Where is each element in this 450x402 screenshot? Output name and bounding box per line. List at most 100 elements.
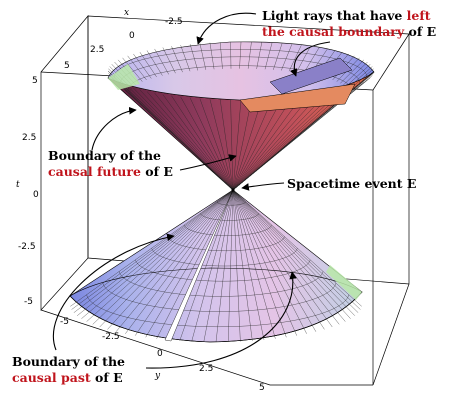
mesh-line [342,300,346,304]
mesh-line [141,267,146,270]
mesh-line [282,237,285,240]
mesh-line [315,277,319,281]
x-axis: x -2.5 0 2.5 5 [64,8,183,71]
mesh-line [244,279,252,281]
mesh-line [284,289,292,291]
mesh-line [296,268,301,271]
mesh-line [209,99,234,191]
mesh-line [189,97,234,191]
mesh-line [151,248,153,250]
mesh-line [322,55,330,58]
mesh-line [254,248,259,250]
mesh-line [302,60,311,62]
mesh-line [277,290,285,293]
mesh-line [257,214,259,216]
mesh-line [311,279,316,283]
mesh-line [274,66,283,68]
mesh-line [266,245,270,247]
mesh-line [363,70,366,73]
mesh-line [286,255,290,258]
annotation-spacetime-event: Spacetime event E [287,176,416,191]
mesh-line [176,243,180,245]
mesh-line [307,315,316,318]
y-tick-label: -5 [60,317,69,327]
mesh-line [154,72,161,75]
t-tick-label: 2.5 [22,133,36,143]
mesh-line [180,278,188,280]
mesh-line [137,263,140,266]
mesh-line [356,76,359,79]
causal-future-arrow [91,106,137,151]
mesh-line [185,226,187,228]
mesh-line [133,87,234,191]
mesh-line [154,92,234,191]
mesh-line [255,215,257,217]
mesh-line [123,277,127,281]
mesh-line [108,290,112,294]
mesh-line [252,232,256,234]
mesh-line [174,260,180,263]
mesh-line [289,254,292,256]
mesh-line [154,322,165,325]
mesh-line [168,276,175,278]
x-tick-label: -2.5 [165,17,183,27]
mesh-line [314,54,323,57]
t-tick-label: -5 [24,297,33,307]
mesh-line [179,261,185,263]
mesh-line [288,51,298,53]
mesh-line [164,291,172,294]
causal-future-text: Boundary of the [48,148,161,163]
mesh-line [348,62,354,65]
mesh-line [183,51,193,53]
light-rays-highlight: the causal boundary [262,24,405,39]
mesh-line [154,48,169,75]
mesh-line [254,293,263,296]
mesh-line [158,54,167,57]
mesh-line [96,305,102,309]
t-tick-label: 5 [32,76,38,86]
mesh-line [180,96,234,191]
mesh-line [339,78,344,81]
mesh-line [189,263,195,265]
mesh-line [266,307,276,310]
mesh-line [256,215,258,216]
mesh-line [146,91,234,191]
mesh-line [279,50,289,52]
mesh-line [187,228,190,230]
mesh-line [306,53,315,55]
mesh-line [281,238,284,241]
mesh-line [322,310,329,314]
mesh-line [126,279,131,283]
mesh-line [232,89,343,191]
mesh-line [204,216,207,218]
mesh-line [283,236,285,238]
mesh-line [136,319,146,322]
mesh-line [135,261,138,264]
mesh-line [280,320,291,323]
mesh-line [342,80,347,83]
mesh-line [162,94,234,191]
mesh-line [202,215,204,217]
mesh-line [264,42,273,70]
mesh-line [152,272,158,274]
mesh-line [248,264,255,266]
mesh-line [274,259,279,262]
mesh-line [102,283,105,286]
mesh-line [303,265,307,268]
mesh-line [270,291,278,294]
mesh-line [232,96,302,191]
mesh-line [320,273,323,276]
mesh-line [127,317,137,320]
mesh-line [277,57,287,59]
mesh-line [248,309,258,311]
causal-past-arrow [52,233,175,351]
mesh-line [305,263,309,266]
mesh-line [252,216,255,218]
light-rays-highlight: left [407,8,431,23]
mesh-line [238,310,249,312]
mesh-line [189,44,198,71]
mesh-line [232,91,336,191]
causal-past-highlight: causal past [12,370,91,385]
mesh-line [181,68,190,70]
mesh-line [282,273,288,276]
